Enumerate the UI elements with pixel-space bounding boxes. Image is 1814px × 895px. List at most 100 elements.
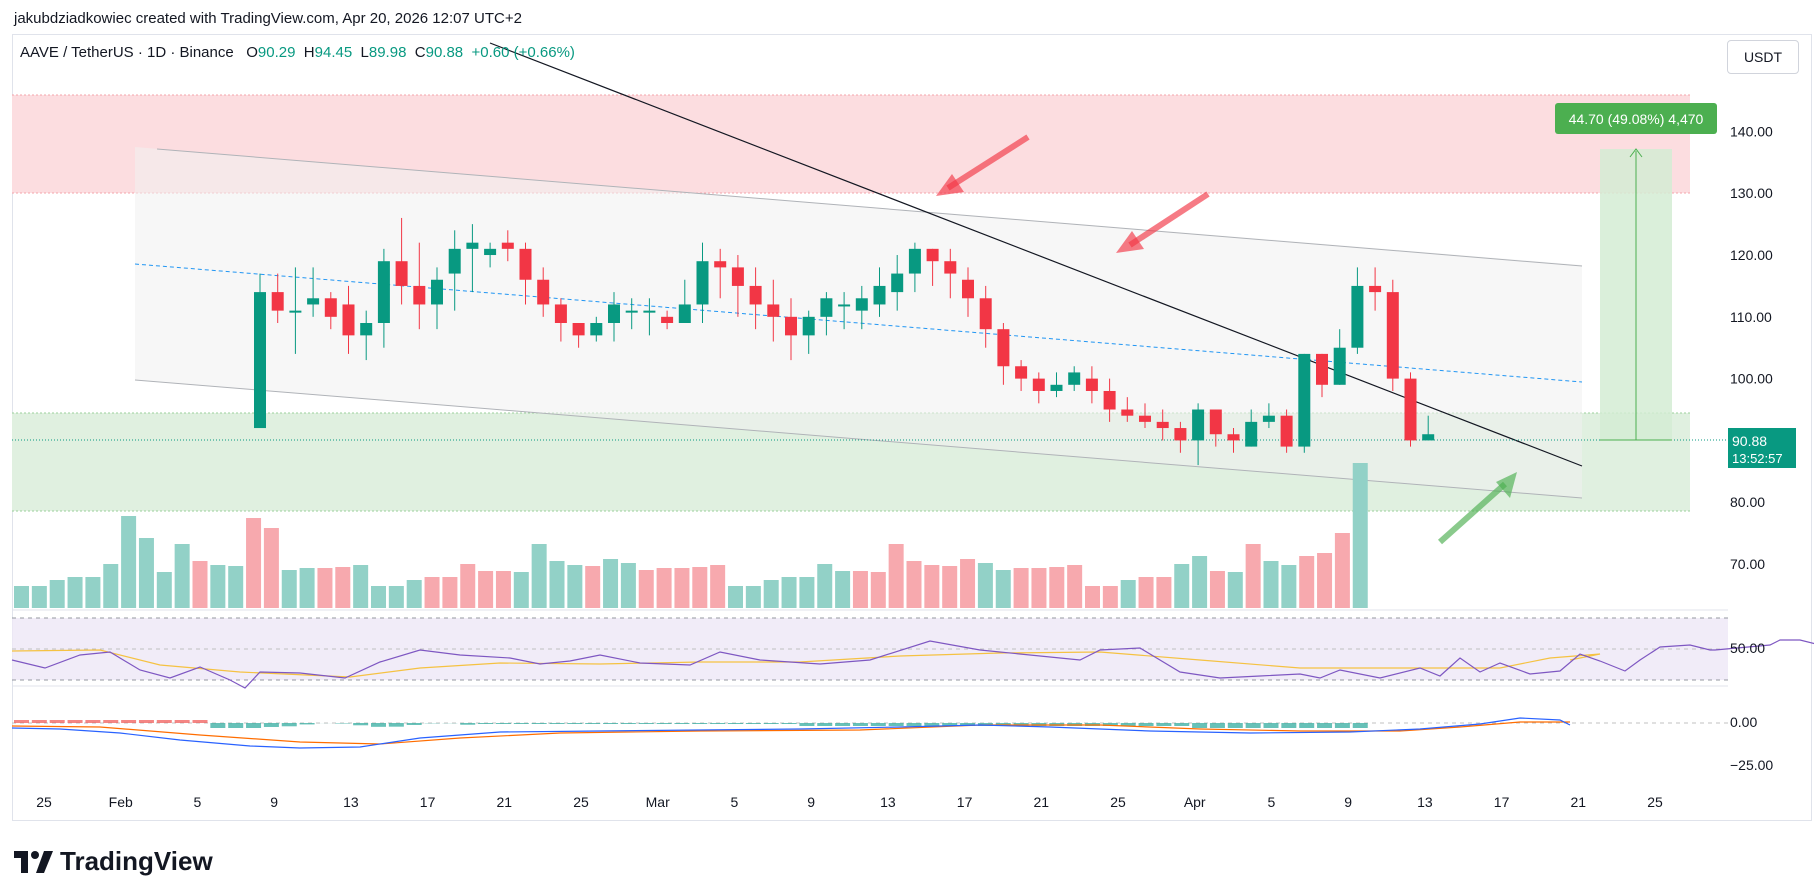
candle-body[interactable] — [1156, 421, 1169, 429]
price-tag-box — [1728, 428, 1796, 468]
candle-body[interactable] — [501, 242, 514, 249]
candle-body[interactable] — [572, 323, 585, 336]
candle-body[interactable] — [1422, 434, 1435, 441]
candle-body[interactable] — [1369, 285, 1382, 293]
candle-body[interactable] — [1333, 347, 1346, 385]
price-tag-value: 90.88 — [1732, 433, 1767, 449]
candle-body[interactable] — [643, 310, 656, 313]
tradingview-logo[interactable]: TradingView — [14, 846, 213, 877]
candle-body[interactable] — [1209, 409, 1222, 435]
candle-body[interactable] — [360, 323, 373, 336]
candle-body[interactable] — [271, 292, 284, 311]
time-tick-1: Feb — [109, 794, 133, 810]
candle-body[interactable] — [1174, 428, 1187, 441]
candle-body[interactable] — [1404, 378, 1417, 441]
candle-body[interactable] — [590, 323, 603, 336]
currency-button[interactable]: USDT — [1727, 40, 1799, 74]
candle-body[interactable] — [908, 248, 921, 274]
volume-bar — [103, 564, 119, 608]
candle-body[interactable] — [1262, 415, 1275, 422]
candle-body[interactable] — [431, 279, 443, 305]
candle-body[interactable] — [962, 279, 974, 299]
candle-body[interactable] — [873, 285, 886, 305]
candle-body[interactable] — [537, 279, 550, 305]
candle-body[interactable] — [1085, 378, 1098, 391]
volume-bar — [835, 571, 851, 608]
volume-bar — [442, 577, 458, 608]
candle-body[interactable] — [1245, 421, 1258, 447]
candle-body[interactable] — [1298, 353, 1311, 447]
candle-body[interactable] — [1015, 366, 1028, 379]
candle-body[interactable] — [1192, 409, 1205, 441]
candle-body[interactable] — [944, 261, 957, 274]
candle-body[interactable] — [926, 248, 939, 262]
arrow-annotation-green[interactable] — [1438, 472, 1517, 545]
candle-body[interactable] — [820, 298, 833, 317]
candle-body[interactable] — [1139, 415, 1151, 422]
macd-bar — [478, 723, 494, 724]
candle-body[interactable] — [395, 261, 408, 286]
candle-body[interactable] — [785, 316, 797, 336]
volume-bar — [888, 544, 904, 608]
macd-bar — [781, 723, 797, 724]
candle-body[interactable] — [307, 298, 320, 305]
candle-body[interactable] — [466, 242, 479, 249]
macd-bar — [1138, 723, 1154, 726]
candle-body[interactable] — [448, 248, 461, 274]
volume-bar — [799, 577, 815, 608]
candle-body[interactable] — [678, 304, 691, 323]
candle-body[interactable] — [1032, 378, 1045, 391]
candle-body[interactable] — [519, 248, 532, 280]
channel-mid-line[interactable] — [134, 263, 1583, 383]
candle-body[interactable] — [997, 329, 1010, 367]
candle-body[interactable] — [714, 261, 727, 268]
candle-body[interactable] — [1103, 390, 1116, 410]
measure-label-box — [1555, 103, 1717, 134]
candle-body[interactable] — [625, 310, 638, 313]
candle-body[interactable] — [855, 298, 868, 311]
candle-body[interactable] — [377, 261, 390, 323]
candle-body[interactable] — [1316, 353, 1328, 385]
channel-bottom-line[interactable] — [134, 379, 1583, 499]
descending-trendline[interactable] — [489, 42, 1583, 467]
candle-body[interactable] — [891, 273, 904, 293]
candle-body[interactable] — [749, 285, 762, 305]
candle-body[interactable] — [1386, 292, 1399, 379]
candle-body[interactable] — [413, 285, 426, 305]
macd-bar — [1281, 723, 1297, 728]
channel-top-line[interactable] — [156, 148, 1583, 267]
candle-body[interactable] — [1280, 415, 1293, 447]
candle-body[interactable] — [289, 310, 302, 313]
candle-body[interactable] — [1050, 384, 1063, 391]
candle-body[interactable] — [661, 316, 674, 323]
candle-body[interactable] — [838, 304, 851, 307]
candle-body[interactable] — [696, 261, 709, 305]
volume-bar — [138, 538, 154, 608]
volume-bar — [745, 586, 761, 608]
symbol-name[interactable]: AAVE / TetherUS · 1D · Binance — [20, 44, 234, 61]
candle-body[interactable] — [802, 316, 815, 336]
arrow-annotation-red-1[interactable] — [936, 134, 1030, 196]
candle-body[interactable] — [1351, 285, 1364, 348]
close-label: C — [414, 44, 426, 61]
candle-body[interactable] — [324, 298, 337, 317]
candle-body[interactable] — [1121, 409, 1134, 416]
candle-body[interactable] — [767, 304, 780, 317]
candle-body[interactable] — [731, 267, 744, 286]
price-axis[interactable]: 140.00130.00120.00110.00100.0090.0080.00… — [1730, 123, 1773, 572]
candle-body[interactable] — [484, 248, 497, 256]
symbol-legend[interactable]: AAVE / TetherUS · 1D · Binance O90.29 H9… — [20, 44, 575, 61]
candle-body[interactable] — [1068, 372, 1081, 385]
macd-bar — [1263, 723, 1279, 728]
time-axis[interactable]: 25 Feb 5 9 13 17 21 25 Mar 5 9 13 17 21 25 Apr 5 9 13 17 21 2… — [36, 794, 1663, 810]
candle-body[interactable] — [554, 304, 567, 323]
candle-body[interactable] — [1227, 434, 1240, 441]
arrow-annotation-red-2[interactable] — [1116, 191, 1210, 253]
volume-bar — [1174, 564, 1190, 608]
candle-body[interactable] — [254, 292, 266, 429]
candle-body[interactable] — [608, 304, 620, 323]
candle-body[interactable] — [342, 304, 355, 336]
candle-body[interactable] — [979, 298, 992, 330]
macd-bar — [763, 723, 779, 724]
